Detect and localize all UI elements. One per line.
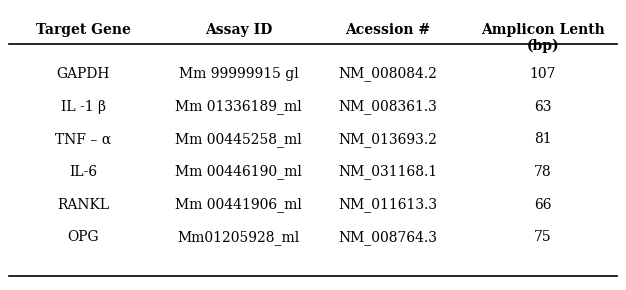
- Text: 78: 78: [534, 165, 552, 179]
- Text: Assay ID: Assay ID: [205, 23, 272, 37]
- Text: 107: 107: [530, 67, 556, 81]
- Text: IL-6: IL-6: [69, 165, 98, 179]
- Text: Mm01205928_ml: Mm01205928_ml: [177, 230, 300, 245]
- Text: Acession #: Acession #: [345, 23, 430, 37]
- Text: RANKL: RANKL: [58, 198, 110, 212]
- Text: IL -1 β: IL -1 β: [61, 99, 106, 114]
- Text: Target Gene: Target Gene: [36, 23, 131, 37]
- Text: NM_031168.1: NM_031168.1: [338, 165, 437, 180]
- Text: NM_008764.3: NM_008764.3: [338, 230, 437, 245]
- Text: Mm 00441906_ml: Mm 00441906_ml: [175, 197, 302, 212]
- Text: NM_008361.3: NM_008361.3: [338, 99, 437, 114]
- Text: 75: 75: [534, 231, 552, 244]
- Text: Amplicon Lenth
(bp): Amplicon Lenth (bp): [481, 23, 605, 53]
- Text: NM_011613.3: NM_011613.3: [338, 197, 437, 212]
- Text: NM_013693.2: NM_013693.2: [338, 132, 437, 147]
- Text: Mm 99999915 gl: Mm 99999915 gl: [178, 67, 299, 81]
- Text: 66: 66: [534, 198, 552, 212]
- Text: GAPDH: GAPDH: [57, 67, 110, 81]
- Text: OPG: OPG: [68, 231, 100, 244]
- Text: 63: 63: [534, 99, 552, 114]
- Text: 81: 81: [534, 132, 552, 146]
- Text: TNF – α: TNF – α: [55, 132, 111, 146]
- Text: Mm 00445258_ml: Mm 00445258_ml: [175, 132, 302, 147]
- Text: Mm 00446190_ml: Mm 00446190_ml: [175, 165, 302, 180]
- Text: Mm 01336189_ml: Mm 01336189_ml: [175, 99, 302, 114]
- Text: NM_008084.2: NM_008084.2: [338, 66, 437, 81]
